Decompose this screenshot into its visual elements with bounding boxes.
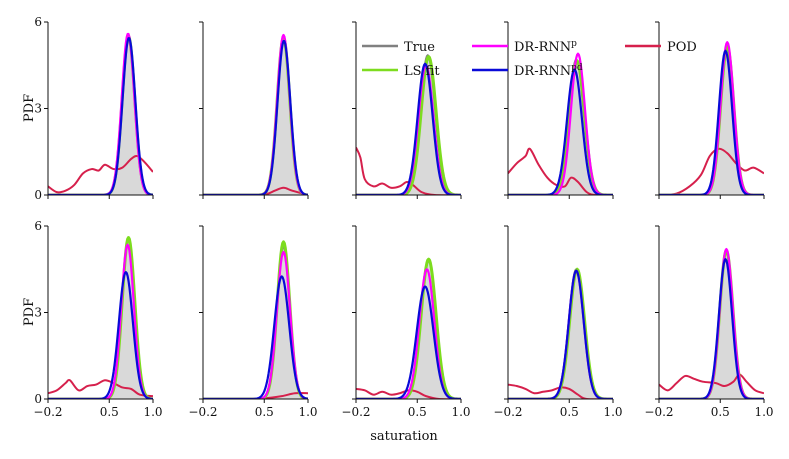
true-line xyxy=(356,259,461,399)
y-tick-label: 6 xyxy=(34,219,42,233)
pod-line xyxy=(203,392,308,399)
true-pdf-fill xyxy=(48,238,153,399)
legend-item-ls: LS fit xyxy=(362,64,440,79)
x-tick-label: 0.5 xyxy=(255,405,274,419)
plot-area xyxy=(356,54,461,195)
y-tick-label: 3 xyxy=(34,306,42,320)
x-axis-label: saturation xyxy=(370,429,438,444)
y-tick-label: 0 xyxy=(34,392,42,406)
x-tick-label: 1.0 xyxy=(143,405,162,419)
x-tick-label: 0.5 xyxy=(408,405,427,419)
dr-rnn-pd-line xyxy=(508,68,613,195)
pod-line xyxy=(203,186,308,195)
plot-area xyxy=(659,41,764,195)
panel-r2-c4: −0.2 0.5 1.0 xyxy=(493,225,623,419)
x-tick-label: −0.2 xyxy=(188,405,217,419)
plot-area xyxy=(508,267,613,399)
true-line xyxy=(659,250,764,399)
x-tick-label: 0.5 xyxy=(560,405,579,419)
x-tick-label: 1.0 xyxy=(603,405,622,419)
x-tick-label: −0.2 xyxy=(493,405,522,419)
y-tick-label: 6 xyxy=(34,15,42,29)
ls-fit-line xyxy=(659,45,764,195)
pod-line xyxy=(508,383,613,399)
ls-fit-line xyxy=(356,55,461,195)
panel-r1-c4 xyxy=(504,21,614,199)
legend-superscript: pd xyxy=(571,63,583,73)
true-line xyxy=(659,44,764,195)
plot-area xyxy=(203,33,308,195)
panel-r2-c1: 0 3 6 −0.2 0.5 1.0 xyxy=(33,219,162,419)
pod-line xyxy=(48,154,153,194)
panel-r2-c3: −0.2 0.5 1.0 xyxy=(341,225,471,419)
x-tick-label: 0.5 xyxy=(100,405,119,419)
ls-fit-line xyxy=(659,249,764,399)
true-pdf-fill xyxy=(48,34,153,195)
dr-rnn-p-line xyxy=(508,269,613,399)
x-tick-label: −0.2 xyxy=(341,405,370,419)
true-pdf-fill xyxy=(203,36,308,195)
pod-line xyxy=(356,387,461,399)
plot-area xyxy=(48,236,153,399)
dr-rnn-pd-line xyxy=(356,285,461,399)
x-tick-label: 1.0 xyxy=(754,405,773,419)
dr-rnn-pd-line xyxy=(659,49,764,195)
legend-label: LS fit xyxy=(404,64,440,79)
pod-line xyxy=(508,147,613,195)
panel-r2-c5: −0.2 0.5 1.0 xyxy=(644,225,774,419)
true-pdf-fill xyxy=(356,55,461,195)
x-tick-label: 0.5 xyxy=(711,405,730,419)
true-pdf-fill xyxy=(659,45,764,195)
y-axis-label-row-2: PDF xyxy=(22,298,37,326)
legend-item-pod: POD xyxy=(625,40,697,55)
y-tick-label: 0 xyxy=(34,188,42,202)
panel-r1-c5 xyxy=(655,21,765,199)
plot-area xyxy=(508,52,613,195)
true-pdf-fill xyxy=(203,246,308,399)
dr-rnn-pd-line xyxy=(659,258,764,399)
x-tick-label: 1.0 xyxy=(298,405,317,419)
panel-r2-c2: −0.2 0.5 1.0 xyxy=(188,225,318,419)
panel-r1-c1: 0 3 6 xyxy=(34,15,154,202)
true-line xyxy=(508,268,613,399)
plot-area xyxy=(48,32,153,195)
panel-r1-c2 xyxy=(199,21,309,199)
legend-label: POD xyxy=(667,40,697,55)
plot-area xyxy=(203,240,308,399)
y-tick-label: 3 xyxy=(34,102,42,116)
x-tick-label: −0.2 xyxy=(644,405,673,419)
legend-label: True xyxy=(404,40,435,55)
legend-label: DR-RNNpd xyxy=(514,63,583,79)
dr-rnn-p-line xyxy=(356,64,461,195)
ls-fit-line xyxy=(508,267,613,399)
true-pdf-fill xyxy=(356,260,461,399)
legend-item-true: True xyxy=(362,40,435,55)
pod-line xyxy=(356,146,461,195)
true-pdf-fill xyxy=(508,269,613,399)
y-axis-label-row-1: PDF xyxy=(22,94,37,122)
legend-superscript: p xyxy=(571,39,577,49)
pod-line xyxy=(48,378,153,398)
x-tick-label: −0.2 xyxy=(33,405,62,419)
legend-label: DR-RNNp xyxy=(514,39,577,55)
true-pdf-fill xyxy=(659,251,764,399)
legend: True LS fit DR-RNNp DR-RNNpd POD xyxy=(362,39,697,79)
plot-area xyxy=(356,257,461,399)
legend-item-p: DR-RNNp xyxy=(472,39,577,55)
plot-area xyxy=(659,247,764,399)
dr-rnn-pd-line xyxy=(356,62,461,195)
panel-r1-c3 xyxy=(352,21,462,199)
dr-rnn-p-line xyxy=(659,247,764,399)
dr-rnn-p-line xyxy=(508,52,613,195)
dr-rnn-p-line xyxy=(659,41,764,195)
x-tick-label: 1.0 xyxy=(451,405,470,419)
pod-line xyxy=(659,373,764,395)
dr-rnn-pd-line xyxy=(508,269,613,399)
legend-item-pd: DR-RNNpd xyxy=(472,63,583,79)
ls-fit-line xyxy=(356,257,461,399)
